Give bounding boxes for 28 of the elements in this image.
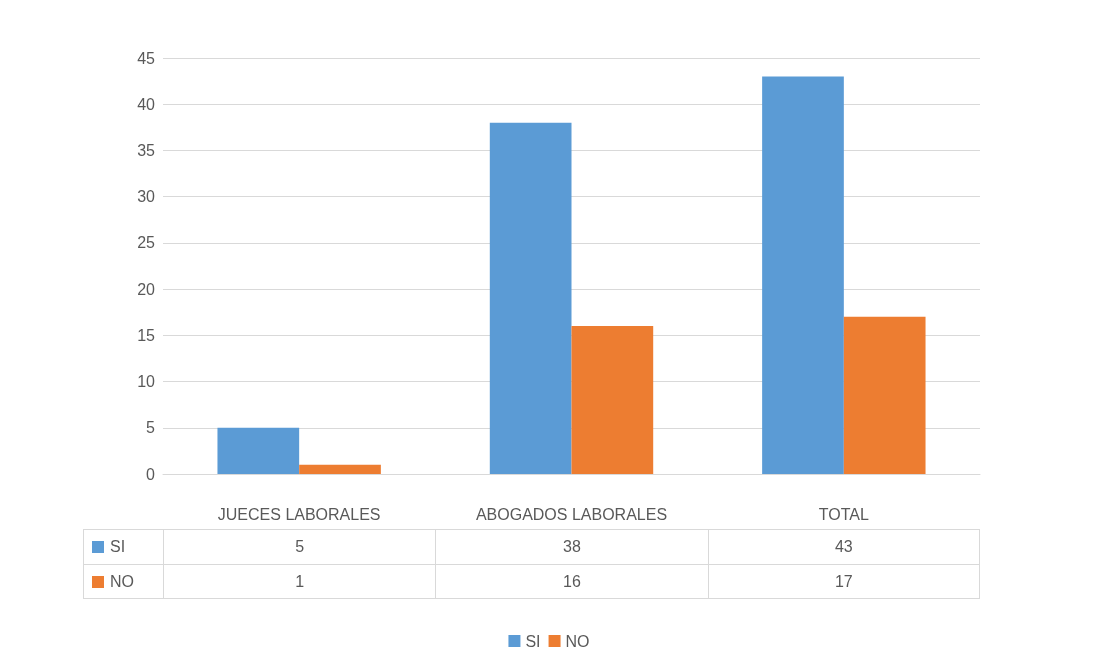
legend-label: SI [110, 538, 126, 556]
text: SI [525, 632, 541, 650]
y-tick-label: 45 [137, 49, 156, 67]
bar [762, 76, 844, 474]
bar [843, 316, 926, 474]
y-tick-label: 0 [146, 465, 156, 483]
x-tick-label: ABOGADOS LABORALES [475, 505, 668, 523]
data-label: 1 [163, 564, 436, 599]
y-tick-label: 35 [137, 141, 156, 159]
y-tick-label: 5 [146, 419, 156, 437]
y-tick-label: 10 [137, 373, 156, 391]
y-tick-label: 25 [137, 234, 156, 252]
x-tick-label: TOTAL [818, 505, 869, 523]
bar [571, 326, 654, 474]
y-tick-label: 20 [137, 280, 156, 298]
bar [299, 464, 381, 474]
text: NO [110, 572, 134, 590]
bar [217, 427, 300, 474]
bar [489, 122, 572, 474]
y-tick-label: 15 [137, 326, 156, 344]
y-tick-label: 40 [137, 95, 156, 113]
data-label: 38 [435, 529, 708, 564]
data-label: 17 [707, 564, 980, 599]
x-tick-label: JUECES LABORALES [217, 505, 381, 523]
y-tick-label: 30 [137, 188, 156, 206]
data-label: 16 [435, 564, 708, 599]
data-label: 43 [707, 529, 980, 564]
legend-label: NO [565, 632, 590, 650]
